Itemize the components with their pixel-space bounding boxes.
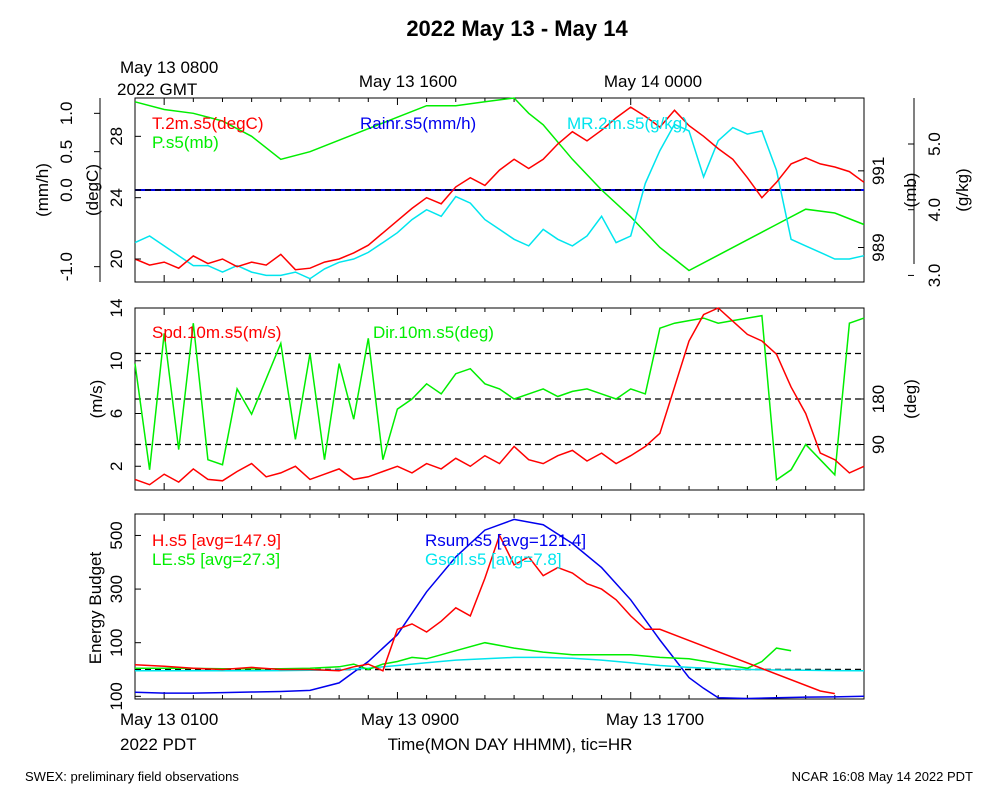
y-tick-label: 100 (107, 682, 126, 710)
panel-weather-series (134, 97, 865, 280)
y-tick-label: 4.0 (925, 198, 944, 222)
y-tick-label: 2 (107, 462, 126, 471)
legend-le: LE.s5 [avg=27.3] (152, 550, 280, 569)
legend-mr: MR.2m.s5(g/kg) (567, 114, 688, 133)
series-line (134, 97, 865, 272)
y-tick-label: 0.0 (57, 178, 76, 202)
temp-axis-label: (degC) (83, 164, 102, 216)
series-line (135, 656, 865, 672)
bottom-axis-label-1b: 2022 PDT (120, 735, 197, 754)
chart-title: 2022 May 13 - May 14 (406, 16, 628, 41)
y-tick-label: 3.0 (925, 264, 944, 288)
legend-spd: Spd.10m.s5(m/s) (152, 323, 281, 342)
legend-temp: T.2m.s5(degC) (152, 114, 263, 133)
bottom-axis-label-3: May 13 1700 (606, 710, 704, 729)
y-tick-label: 5.0 (925, 132, 944, 156)
y-tick-label: 10 (107, 351, 126, 370)
footer-left: SWEX: preliminary field observations (25, 769, 239, 784)
series-line (134, 123, 865, 280)
footer-right: NCAR 16:08 May 14 2022 PDT (792, 769, 973, 784)
y-tick-label: -1.0 (57, 252, 76, 281)
bottom-axis-label-2: May 13 0900 (361, 710, 459, 729)
y-tick-label: 989 (869, 233, 888, 261)
rain-axis: -1.0 0.0 0.5 1.0 (mm/h) (33, 98, 101, 282)
energy-axis-label: Energy Budget (86, 551, 105, 664)
mr-axis: 3.0 4.0 5.0 (g/kg) (908, 98, 972, 287)
mr-axis-label: (g/kg) (953, 168, 972, 211)
top-axis-label-1b: 2022 GMT (117, 80, 197, 99)
panel-weather: -1.0 0.0 0.5 1.0 (mm/h) 20 24 28 (degC) 989 99… (33, 97, 972, 287)
panel-weather-ticks (134, 98, 865, 282)
y-tick-label: 300 (107, 575, 126, 603)
top-axis-label-2: May 13 1600 (359, 72, 457, 91)
legend-gsoil: Gsoil.s5 [avg=7.8] (425, 550, 562, 569)
legend-dir: Dir.10m.s5(deg) (373, 323, 494, 342)
bottom-axis-title: Time(MON DAY HHMM), tic=HR (388, 735, 633, 754)
legend-rsum: Rsum.s5 [avg=121.4] (425, 531, 586, 550)
rain-axis-label: (mm/h) (33, 163, 52, 217)
spd-axis-label: (m/s) (87, 380, 106, 419)
y-tick-label: 100 (107, 629, 126, 657)
legend-pres: P.s5(mb) (152, 133, 219, 152)
series-line (134, 307, 865, 486)
series-line (134, 518, 865, 700)
y-tick-label: 20 (107, 250, 126, 269)
legend-h: H.s5 [avg=147.9] (152, 531, 281, 550)
series-line (134, 533, 835, 695)
panel-energy: 100 100 300 500 Energy Budget H.s5 [avg=147… (86, 513, 865, 711)
legend-rain: Rainr.s5(mm/h) (360, 114, 476, 133)
bottom-axis-label-1: May 13 0100 (120, 710, 218, 729)
temp-axis: 20 24 28 (degC) (83, 127, 141, 269)
pres-axis: 989 991 (mb) (858, 157, 920, 262)
y-tick-label: 24 (107, 188, 126, 207)
panel-energy-frame (134, 513, 865, 700)
series-line (135, 641, 792, 671)
y-tick-label: 28 (107, 127, 126, 146)
pres-axis-label: (mb) (901, 173, 920, 208)
y-tick-label: 0.5 (57, 140, 76, 164)
y-tick-label: 6 (107, 409, 126, 418)
panel-wind: 2 6 10 14 90 180 (m/s) (deg) Spd.10m.s5(m/s)… (87, 299, 920, 491)
series-line (134, 106, 865, 271)
top-axis-label-1: May 13 0800 (120, 58, 218, 77)
y-tick-label: 991 (869, 157, 888, 185)
series-line (134, 314, 865, 482)
y-tick-label: 14 (107, 299, 126, 318)
y-tick-label: 90 (869, 435, 888, 454)
dir-axis-label: (deg) (901, 379, 920, 419)
top-axis-label-3: May 14 0000 (604, 72, 702, 91)
y-tick-label: 500 (107, 521, 126, 549)
y-tick-label: 1.0 (57, 102, 76, 126)
y-tick-label: 180 (869, 385, 888, 413)
